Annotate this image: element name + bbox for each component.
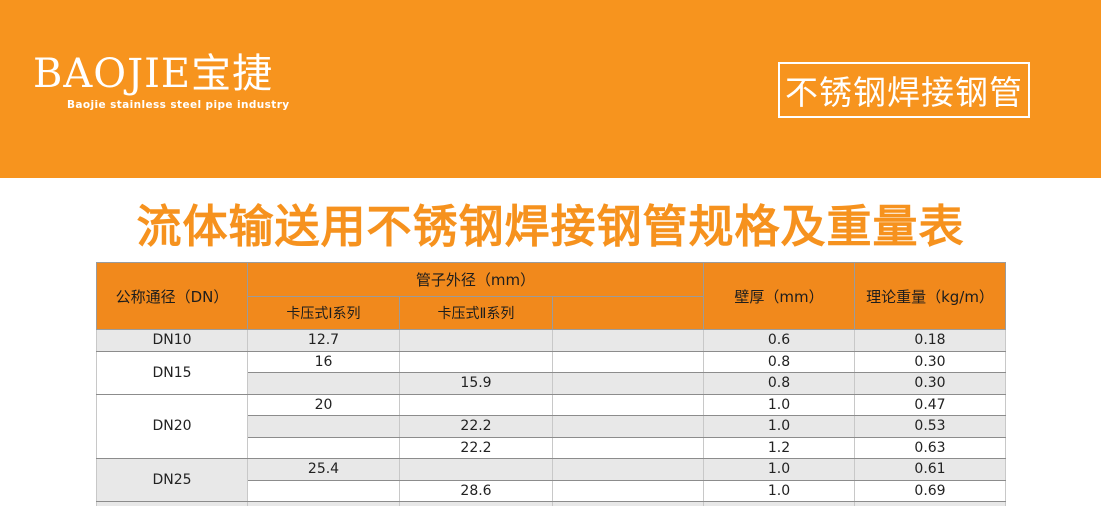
page-title: 流体输送用不锈钢焊接钢管规格及重量表 (136, 200, 965, 253)
cell-od2 (399, 329, 553, 352)
cell-weight: 0.47 (854, 393, 1006, 416)
cell-wall: 1.0 (703, 415, 855, 438)
cell-wall: 0.8 (703, 350, 855, 373)
cell-od1 (247, 501, 400, 506)
table-row: DN10 12.7 0.6 0.18 (96, 329, 1006, 352)
header-row-sub: 卡压式Ⅰ系列 卡压式Ⅱ系列 (97, 296, 1006, 330)
col-header-wall: 壁厚（mm） (703, 262, 855, 330)
col-header-weight: 理论重量（kg/m） (854, 262, 1006, 330)
cell-weight: 0.18 (854, 329, 1006, 352)
col-header-od-series3 (552, 296, 704, 330)
cell-od1: 20 (247, 393, 400, 416)
cell-weight: 0.30 (854, 350, 1006, 373)
cell-od2: 15.9 (399, 372, 553, 395)
cell-od3 (552, 458, 704, 481)
cell-od2: 28.6 (399, 479, 553, 502)
table-row: DN20 20 1.0 0.47 (96, 393, 1006, 459)
cell-wall (703, 501, 855, 506)
cell-weight: 0.53 (854, 415, 1006, 438)
cell-od3 (552, 393, 704, 416)
table-row: 28.6 1.0 0.69 (97, 479, 1006, 502)
cell-od3 (552, 501, 704, 506)
brand-logo: BAOJIE宝捷 Baojie stainless steel pipe ind… (33, 52, 290, 111)
cell-od3 (552, 479, 704, 502)
cell-dn: DN15 (96, 350, 248, 395)
cell-od1 (247, 479, 400, 502)
spec-table-header: 公称通径（DN） 管子外径（mm） 壁厚（mm） 理论重量（kg/m） 卡压式Ⅰ… (96, 262, 1006, 330)
cell-wall: 1.2 (703, 436, 855, 459)
cell-od2 (399, 393, 553, 416)
cell-od3 (552, 329, 704, 352)
table-row: 22.2 1.2 0.63 (97, 436, 1006, 459)
cell-weight: 0.63 (854, 436, 1006, 459)
cell-od3 (552, 372, 704, 395)
cell-od1: 16 (247, 350, 400, 373)
brand-logo-text: BAOJIE宝捷 (33, 51, 274, 97)
col-header-od-group: 管子外径（mm） (247, 262, 704, 297)
cell-dn: DN10 (96, 329, 248, 352)
product-category-badge: 不锈钢焊接钢管 (778, 62, 1030, 118)
product-category-label: 不锈钢焊接钢管 (785, 73, 1023, 112)
spec-table: 公称通径（DN） 管子外径（mm） 壁厚（mm） 理论重量（kg/m） 卡压式Ⅰ… (96, 262, 1006, 506)
cell-od1 (247, 436, 400, 459)
cell-wall: 0.6 (703, 329, 855, 352)
table-row: DN15 16 0.8 0.30 (96, 350, 1006, 395)
cell-wall: 1.0 (703, 393, 855, 416)
cell-od2 (399, 350, 553, 373)
spec-table-body: DN10 12.7 0.6 0.18 DN15 16 0.8 0.30 (96, 329, 1006, 506)
header-row-top: 公称通径（DN） 管子外径（mm） 壁厚（mm） 理论重量（kg/m） (96, 262, 1006, 330)
cell-wall: 1.0 (703, 458, 855, 481)
cell-od2: 22.2 (399, 436, 553, 459)
cell-od2 (399, 458, 553, 481)
col-header-od-series2: 卡压式Ⅱ系列 (399, 296, 553, 330)
cell-dn: DN20 (96, 393, 248, 459)
cell-od2 (399, 501, 553, 506)
cell-dn: DN25 (96, 458, 248, 502)
top-banner: BAOJIE宝捷 Baojie stainless steel pipe ind… (0, 0, 1101, 178)
cell-od1: 12.7 (247, 329, 400, 352)
col-header-od-series1: 卡压式Ⅰ系列 (247, 296, 400, 330)
cell-wall: 0.8 (703, 372, 855, 395)
cell-od3 (552, 350, 704, 373)
brand-logo-tagline: Baojie stainless steel pipe industry (67, 99, 290, 111)
cell-od2: 22.2 (399, 415, 553, 438)
cell-weight: 0.69 (854, 479, 1006, 502)
table-row: DN25 25.4 1.0 0.61 (96, 458, 1006, 502)
col-header-dn: 公称通径（DN） (96, 262, 248, 330)
cell-od1 (247, 372, 400, 395)
cell-dn (96, 501, 248, 506)
cell-wall: 1.0 (703, 479, 855, 502)
cell-od1 (247, 415, 400, 438)
cell-od3 (552, 436, 704, 459)
cell-weight: 0.61 (854, 458, 1006, 481)
cell-od3 (552, 415, 704, 438)
spec-table-container: 公称通径（DN） 管子外径（mm） 壁厚（mm） 理论重量（kg/m） 卡压式Ⅰ… (96, 262, 1006, 506)
cell-od1: 25.4 (247, 458, 400, 481)
table-row-cutoff (96, 501, 1006, 506)
cell-weight (854, 501, 1006, 506)
table-row: 22.2 1.0 0.53 (97, 415, 1006, 438)
cell-weight: 0.30 (854, 372, 1006, 395)
